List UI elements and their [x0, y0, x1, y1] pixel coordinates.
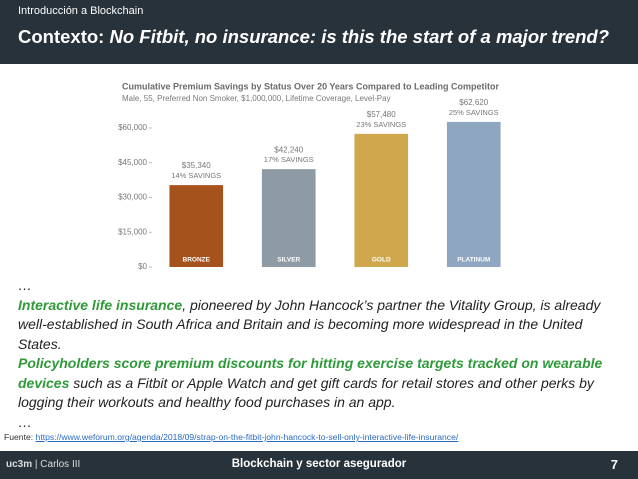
- source: Fuente: https://www.weforum.org/agenda/2…: [4, 432, 458, 442]
- value-label: $42,240: [274, 145, 303, 154]
- value-label: $62,620: [459, 98, 488, 107]
- source-link[interactable]: https://www.weforum.org/agenda/2018/09/s…: [35, 432, 459, 442]
- highlight: Interactive life insurance: [18, 296, 183, 313]
- chart-title: Cumulative Premium Savings by Status Ove…: [122, 81, 499, 91]
- category-label: SILVER: [277, 257, 300, 264]
- savings-label: 23% SAVINGS: [356, 120, 406, 129]
- bar: [354, 133, 409, 267]
- title-prefix: Contexto:: [18, 26, 105, 47]
- chart-subtitle: Male, 55, Preferred Non Smoker, $1,000,0…: [122, 94, 391, 103]
- ellipsis: …: [18, 413, 32, 430]
- text: , pioneered by John Hancock’s partner th…: [18, 296, 601, 352]
- y-tick-label: $15,000: [118, 227, 147, 236]
- category-label: GOLD: [372, 257, 391, 264]
- paragraph: Interactive life insurance, pioneered by…: [18, 296, 628, 355]
- chart: Cumulative Premium Savings by Status Ove…: [118, 81, 501, 271]
- value-label: $35,340: [182, 161, 211, 170]
- category-label: PLATINUM: [457, 257, 490, 264]
- highlight: Policyholders score premium discounts fo…: [18, 355, 603, 391]
- header: Introducción a Blockchain Contexto: No F…: [0, 0, 638, 64]
- y-tick-label: $0: [138, 262, 147, 271]
- bar: [261, 169, 316, 267]
- source-label: Fuente:: [4, 432, 34, 442]
- y-tick-label: $30,000: [118, 193, 147, 202]
- slide-title: Contexto: No Fitbit, no insurance: is th…: [18, 26, 609, 48]
- value-label: $57,480: [367, 110, 396, 119]
- paragraph: Policyholders score premium discounts fo…: [18, 354, 628, 413]
- footer-title: Blockchain y sector asegurador: [231, 458, 407, 470]
- title-text: No Fitbit, no insurance: is this the sta…: [109, 26, 610, 47]
- y-tick-label: $60,000: [118, 123, 147, 132]
- logo-left: uc3m: [6, 459, 33, 470]
- bar: [446, 121, 501, 268]
- y-tick-label: $45,000: [118, 158, 147, 167]
- body-text: … Interactive life insurance, pioneered …: [18, 276, 628, 432]
- bar: [169, 185, 224, 267]
- category-label: BRONZE: [183, 257, 211, 264]
- footer: uc3m | Carlos III Blockchain y sector as…: [0, 451, 638, 479]
- savings-label: 17% SAVINGS: [264, 155, 314, 164]
- text: such as a Fitbit or Apple Watch and get …: [18, 374, 594, 411]
- savings-label: 14% SAVINGS: [171, 171, 221, 180]
- ellipsis: …: [18, 277, 32, 293]
- logo: uc3m | Carlos III: [6, 459, 81, 470]
- savings-label: 25% SAVINGS: [449, 108, 499, 117]
- logo-right: Carlos III: [40, 459, 81, 470]
- page-number: 7: [610, 457, 618, 472]
- section-label: Introducción a Blockchain: [18, 5, 144, 17]
